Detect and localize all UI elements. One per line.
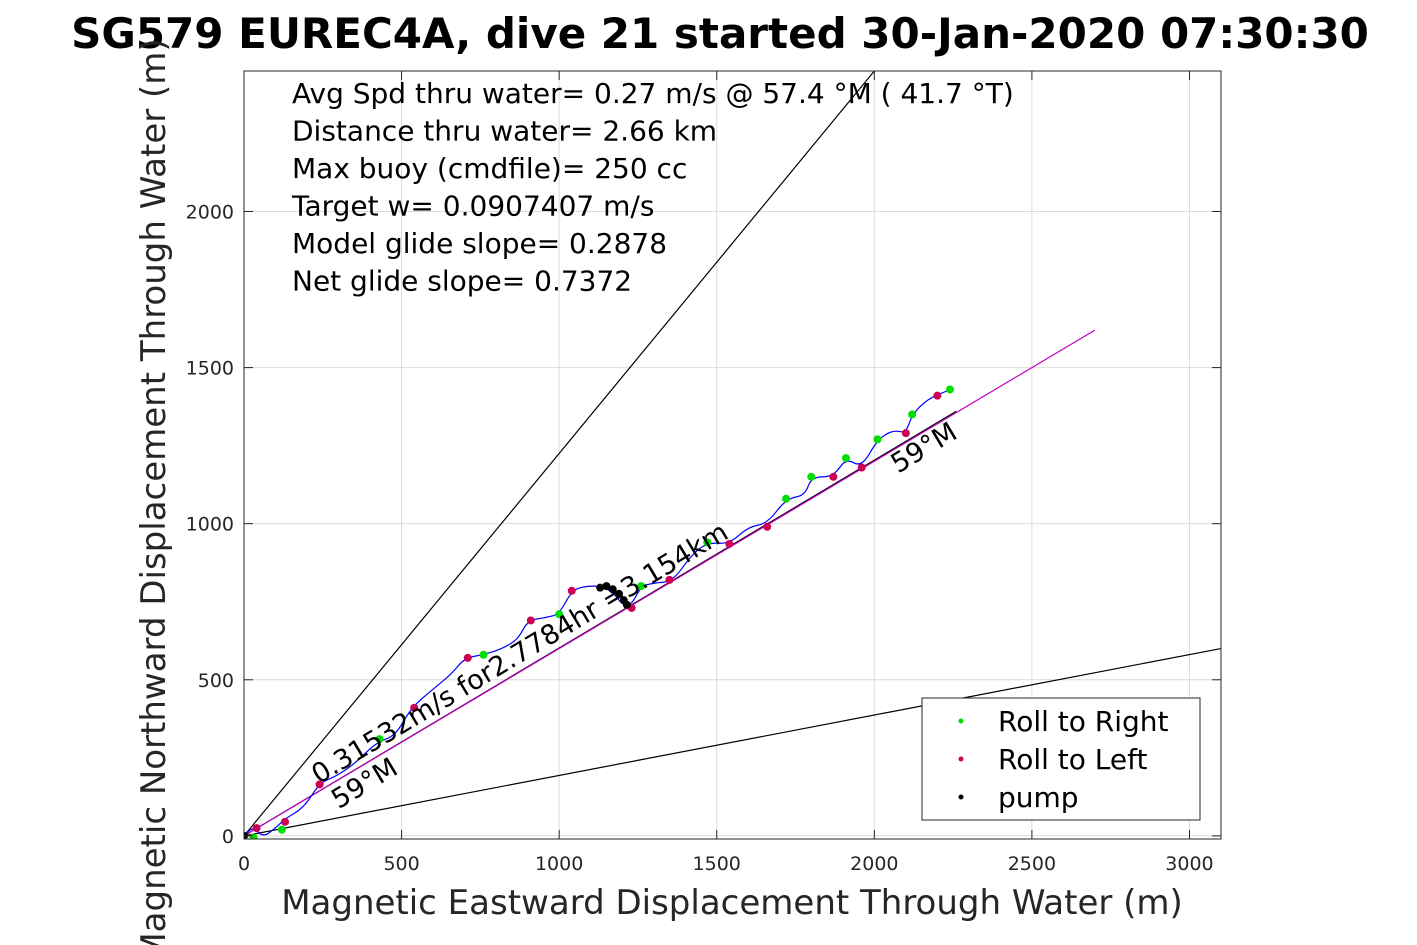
marker-roll-to-right: [908, 410, 917, 419]
marker-roll-to-left: [410, 703, 419, 712]
stat-line: Avg Spd thru water= 0.27 m/s @ 57.4 °M (…: [292, 77, 1014, 110]
marker-roll-to-left: [725, 539, 734, 548]
markers: [244, 385, 954, 839]
marker-roll-to-left: [933, 391, 942, 400]
marker-roll-to-left: [252, 824, 261, 833]
plot-frame: [243, 70, 1222, 840]
marker-pump: [615, 589, 624, 598]
x-tick-label: 3000: [1165, 853, 1213, 875]
marker-roll-to-left: [829, 472, 838, 481]
marker-roll-to-right: [249, 833, 258, 839]
marker-roll-to-right: [873, 435, 882, 444]
x-tick-label: 0: [238, 853, 250, 875]
x-axis-label: Magnetic Eastward Displacement Through W…: [281, 883, 1183, 923]
legend: Roll to Right Roll to Left pump: [921, 697, 1201, 821]
chart-title: SG579 EUREC4A, dive 21 started 30-Jan-20…: [71, 9, 1369, 58]
y-tick-label: 0: [222, 826, 234, 848]
marker-roll-to-left: [763, 522, 772, 531]
marker-pump: [602, 582, 611, 591]
stat-line: Max buoy (cmdfile)= 250 cc: [292, 152, 687, 185]
stat-line: Distance thru water= 2.66 km: [292, 115, 717, 148]
marker-roll-to-right: [703, 538, 712, 547]
stat-line: Net glide slope= 0.7372: [292, 265, 632, 298]
marker-pump: [622, 600, 631, 609]
marker-roll-to-right: [945, 385, 954, 394]
y-axis-label: Magnetic Northward Displacement Through …: [134, 38, 174, 945]
legend-swatch-roll-to-right: [958, 718, 964, 724]
stats-block: Avg Spd thru water= 0.27 m/s @ 57.4 °M (…: [291, 77, 1014, 298]
marker-pump: [596, 583, 605, 592]
legend-label-pump: pump: [998, 781, 1079, 814]
marker-roll-to-left: [857, 463, 866, 472]
legend-swatch-pump: [958, 794, 964, 800]
y-tick-label: 1000: [186, 514, 234, 536]
marker-roll-to-right: [782, 494, 791, 503]
y-tick-label: 1500: [186, 358, 234, 380]
x-tick-label: 500: [383, 853, 419, 875]
marker-roll-to-left: [665, 575, 674, 584]
marker-roll-to-left: [315, 780, 324, 789]
legend-swatch-roll-to-left: [958, 756, 964, 762]
marker-roll-to-right: [807, 472, 816, 481]
stat-line: Model glide slope= 0.2878: [292, 227, 667, 260]
legend-label-roll-to-left: Roll to Left: [998, 743, 1147, 776]
marker-roll-to-right: [555, 610, 564, 619]
marker-roll-to-left: [463, 653, 472, 662]
reference-line-glide-cone-lower: [244, 647, 1221, 837]
stat-line: Target w= 0.0907407 m/s: [291, 190, 654, 223]
marker-pump: [608, 585, 617, 594]
marker-roll-to-right: [375, 735, 384, 744]
marker-roll-to-left: [526, 616, 535, 625]
legend-box: [921, 697, 1201, 821]
x-tick-label: 1000: [535, 853, 583, 875]
marker-roll-to-right: [637, 582, 646, 591]
y-tick-label: 2000: [186, 201, 234, 223]
marker-roll-to-left: [901, 429, 910, 438]
marker-roll-to-right: [841, 454, 850, 463]
reference-line-glide-cone-upper: [244, 71, 875, 837]
marker-roll-to-left: [567, 586, 576, 595]
x-tick-label: 2000: [850, 853, 898, 875]
marker-roll-to-right: [479, 650, 488, 659]
y-tick-label: 500: [198, 670, 234, 692]
axis-ticks: 0 500 1000 1500 2000 2500 3000 0 500 1000 1500 2000: [186, 71, 1221, 875]
x-tick-label: 1500: [693, 853, 741, 875]
marker-roll-to-left: [280, 817, 289, 826]
x-tick-label: 2500: [1008, 853, 1056, 875]
legend-label-roll-to-right: Roll to Right: [998, 705, 1169, 738]
marker-roll-to-right: [277, 825, 286, 834]
